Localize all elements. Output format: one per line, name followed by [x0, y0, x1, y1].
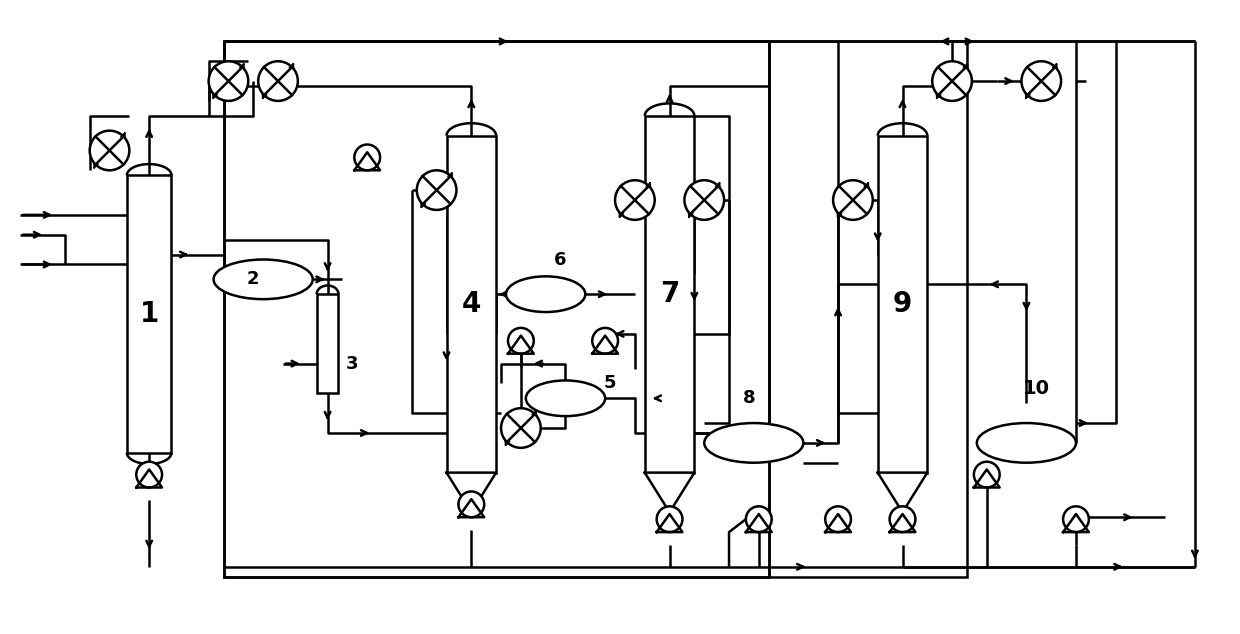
Polygon shape	[136, 469, 162, 488]
Polygon shape	[355, 152, 381, 171]
Polygon shape	[1063, 514, 1089, 532]
Bar	[878, 136, 928, 472]
Circle shape	[417, 171, 456, 210]
Bar	[126, 175, 171, 453]
Polygon shape	[593, 335, 618, 354]
Text: 10: 10	[1023, 379, 1050, 398]
Circle shape	[1063, 507, 1089, 532]
Circle shape	[973, 462, 999, 488]
Polygon shape	[645, 472, 694, 512]
Circle shape	[136, 462, 162, 488]
Bar	[223, 41, 769, 577]
Circle shape	[746, 507, 771, 532]
Circle shape	[508, 328, 533, 354]
Circle shape	[833, 180, 873, 220]
Bar	[223, 41, 967, 577]
Ellipse shape	[704, 423, 804, 463]
Bar	[316, 294, 339, 393]
Circle shape	[501, 408, 541, 448]
Text: 3: 3	[346, 354, 358, 373]
Bar	[446, 136, 496, 472]
Ellipse shape	[526, 380, 605, 416]
Polygon shape	[746, 514, 771, 532]
Polygon shape	[825, 514, 851, 532]
Circle shape	[889, 507, 915, 532]
Polygon shape	[657, 514, 682, 532]
Circle shape	[459, 491, 484, 517]
Polygon shape	[889, 514, 915, 532]
Text: 1: 1	[140, 300, 159, 328]
Polygon shape	[446, 472, 496, 512]
Polygon shape	[508, 335, 533, 354]
Text: 2: 2	[247, 270, 259, 288]
Circle shape	[825, 507, 851, 532]
Polygon shape	[973, 469, 999, 488]
Circle shape	[208, 61, 248, 101]
Polygon shape	[878, 472, 928, 512]
Ellipse shape	[213, 259, 312, 299]
Text: 6: 6	[554, 250, 567, 269]
Circle shape	[615, 180, 655, 220]
Text: 9: 9	[893, 290, 913, 318]
Bar	[645, 116, 694, 472]
Circle shape	[684, 180, 724, 220]
Circle shape	[89, 131, 129, 171]
Circle shape	[593, 328, 618, 354]
Text: 5: 5	[604, 375, 616, 392]
Text: 7: 7	[660, 280, 680, 308]
Circle shape	[932, 61, 972, 101]
Ellipse shape	[977, 423, 1076, 463]
Circle shape	[657, 507, 682, 532]
Circle shape	[1022, 61, 1061, 101]
Text: 8: 8	[743, 389, 755, 407]
Polygon shape	[459, 499, 484, 517]
Ellipse shape	[506, 276, 585, 312]
Circle shape	[355, 145, 381, 171]
Text: 4: 4	[461, 290, 481, 318]
Circle shape	[258, 61, 298, 101]
